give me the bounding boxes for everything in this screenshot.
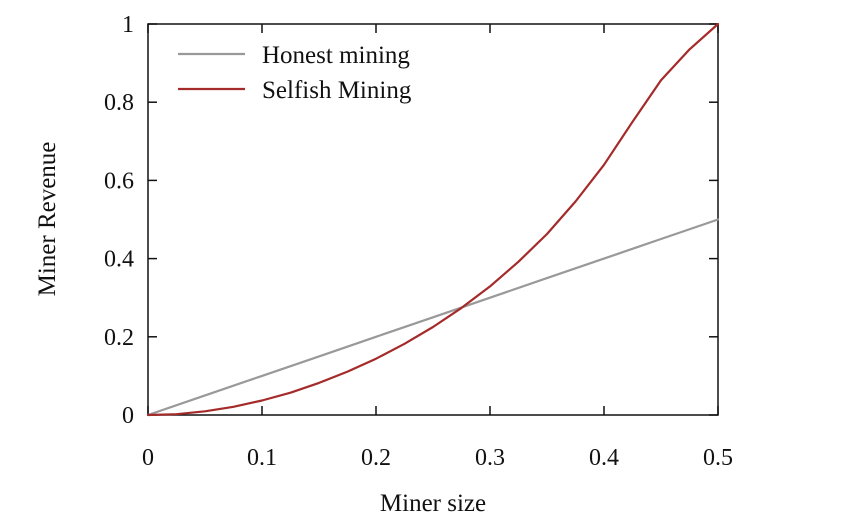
series-line-selfish-mining (146, 22, 720, 417)
tick-labels: 0 0.1 0.2 0.3 0.4 0.5 0 0.2 0.4 0.6 0.8 1 (104, 12, 733, 471)
y-tick-label: 1 (122, 12, 134, 38)
legend-label-honest-mining: Honest mining (262, 42, 410, 69)
y-axis-title: Miner Revenue (34, 142, 61, 297)
series-group (146, 22, 720, 417)
y-tick-label: 0.4 (104, 247, 134, 273)
series-line-honest-mining (146, 218, 720, 417)
y-tick-label: 0.8 (104, 90, 134, 116)
x-tick-label: 0.3 (475, 445, 505, 471)
x-tick-label: 0.4 (589, 445, 619, 471)
axis-ticks (147, 23, 719, 416)
x-tick-label: 0.5 (703, 445, 733, 471)
x-tick-label: 0 (142, 445, 154, 471)
y-tick-label: 0.2 (104, 325, 134, 351)
x-tick-label: 0.2 (361, 445, 391, 471)
plot-frame (147, 23, 719, 416)
x-tick-label: 0.1 (247, 445, 277, 471)
legend: Honest mining Selfish Mining (178, 42, 412, 104)
x-axis-title: Miner size (380, 490, 486, 517)
y-tick-label: 0 (122, 403, 134, 429)
y-tick-label: 0.6 (104, 168, 134, 194)
legend-label-selfish-mining: Selfish Mining (262, 77, 412, 104)
